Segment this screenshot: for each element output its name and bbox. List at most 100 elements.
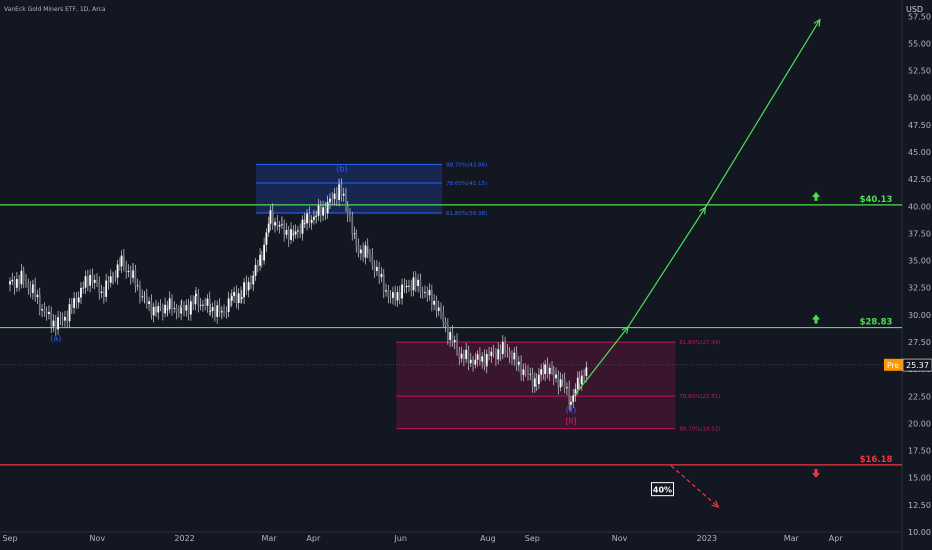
candle-body [576,377,579,389]
candle-body [469,359,472,364]
candle-body [34,284,37,298]
candle-body [561,379,564,381]
candle-body [123,255,125,266]
candle-body [301,219,304,234]
time-tick-label: Sep [2,534,17,543]
candle-body [175,308,178,313]
candle-body [116,264,119,278]
candle-body [410,285,413,291]
time-tick-label: 2022 [174,534,194,543]
time-tick-label: Jun [393,534,407,543]
arrow-up-icon [812,191,820,201]
candle-body [435,300,438,311]
candle-body [164,304,167,314]
candle-body [68,304,71,322]
candle-body [364,245,367,258]
candle-body [437,307,440,311]
candle-body [13,279,16,288]
candle-body [359,249,362,254]
candle-body [474,359,477,365]
candle-body [515,352,518,366]
candle-body [570,401,572,405]
candle-body [143,295,146,297]
candle-body [462,353,465,359]
level-label: $16.18 [860,455,893,465]
candle-body [260,254,263,261]
candle-body [107,280,110,283]
price-tick-label: 20.00 [908,419,931,428]
candle-body [290,229,292,240]
candle-body [180,304,183,308]
candle-body [458,351,461,359]
candle-body [481,356,484,362]
candle-body [274,222,276,226]
wave-label: (c) [566,406,577,415]
projection-path[interactable] [573,19,821,397]
projection-path[interactable] [670,465,719,508]
wave-label: (a) [50,334,61,343]
level-label: $40.13 [860,195,893,205]
candle-body [544,364,547,375]
candle-body [209,310,212,312]
fib-zone [256,164,443,214]
time-tick-label: Mar [784,534,800,543]
candle-body [187,305,190,315]
candle-body [285,229,288,235]
candle-body [511,356,513,360]
candle-body [483,356,486,367]
price-tick-label: 27.50 [908,338,931,347]
candle-body [265,232,268,245]
arrow-up-icon [812,314,820,324]
candle-body [440,307,442,313]
candle-body [91,275,94,283]
candle-body [428,289,431,296]
candle-body [331,198,334,200]
candle-body [129,270,132,278]
candle-body [424,292,426,293]
candle-body [313,216,315,220]
candle-body [451,331,454,343]
candle-body [127,270,130,273]
time-tick-label: Sep [525,534,540,543]
candle-body [292,234,295,236]
candle-body [353,233,356,235]
candle-body [109,276,112,283]
candle-body [43,309,46,312]
candle-body [472,359,474,365]
candle-body [501,341,504,355]
candle-body [267,223,270,233]
candle-body [96,279,98,282]
arrowhead-icon [621,325,630,334]
candle-body [180,304,183,314]
candle-body [45,311,48,315]
candle-body [346,206,349,216]
candle-body [57,317,59,330]
candle-body [102,291,105,297]
candle-body [189,301,192,315]
level-label: $28.83 [860,318,893,328]
candle-body [98,281,101,293]
candle-body [355,233,358,246]
candle-body [252,275,255,277]
candle-body [100,291,103,293]
candle-body [64,316,66,321]
candle-body [310,219,313,223]
candle-body [114,277,117,279]
candle-body [557,374,560,388]
candle-body [75,298,78,303]
candle-body [531,373,534,387]
candle-body [84,276,87,288]
candle-body [563,379,566,389]
candle-body [522,369,525,375]
candle-body [578,377,581,385]
candle-body [460,353,463,359]
candle-body [185,305,188,311]
candle-body [504,341,506,351]
price-tick-label: 42.50 [908,175,931,184]
candle-body [159,306,162,308]
candle-body [27,283,30,288]
candle-body [287,229,290,240]
candle-body [77,297,80,303]
